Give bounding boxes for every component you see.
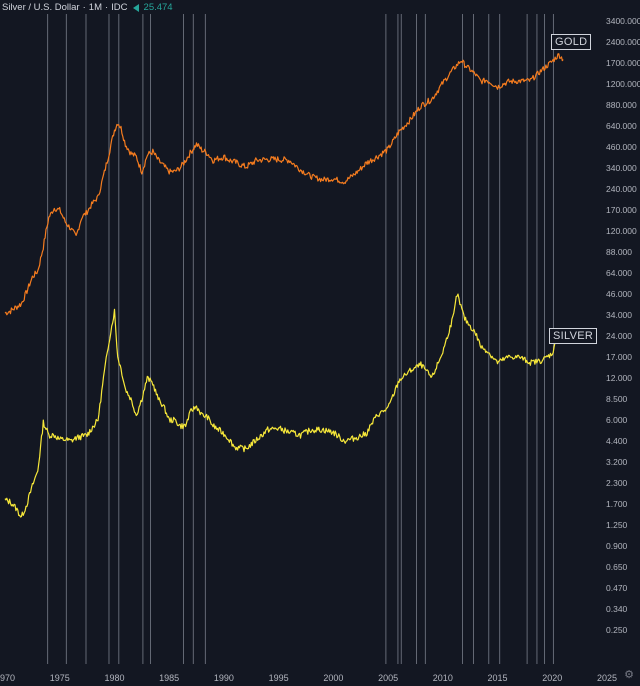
y-tick-label: 88.000 <box>606 247 632 257</box>
time-axis: 1970 1975 1980 1985 1990 1995 2000 2005 2010 2015… <box>0 673 617 683</box>
x-tick-label: 2015 <box>488 673 508 683</box>
silver-label: SILVER <box>549 328 598 344</box>
y-tick-label: 120.000 <box>606 226 637 236</box>
y-tick-label: 880.000 <box>606 100 637 110</box>
x-tick-label: 1970 <box>0 673 15 683</box>
y-tick-label: 64.000 <box>606 268 632 278</box>
y-tick-label: 1.700 <box>606 499 628 509</box>
symbol-name[interactable]: Silver / U.S. Dollar <box>2 2 80 13</box>
y-tick-label: 0.900 <box>606 541 628 551</box>
y-tick-label: 24.000 <box>606 331 632 341</box>
y-tick-label: 0.650 <box>606 562 628 572</box>
x-tick-label: 1980 <box>104 673 124 683</box>
y-tick-label: 17.000 <box>606 352 632 362</box>
price-axis: 3400.000 2400.000 1700.000 1200.000 880.000 6… <box>606 16 640 635</box>
last-price: 25.474 <box>143 2 173 13</box>
x-tick-label: 2025 <box>597 673 617 683</box>
y-tick-label: 240.000 <box>606 184 637 194</box>
y-tick-label: 640.000 <box>606 121 637 131</box>
silver-line <box>4 293 564 518</box>
y-tick-label: 2400.000 <box>606 37 640 47</box>
vertical-lines <box>47 14 554 664</box>
x-tick-label: 1995 <box>269 673 289 683</box>
x-tick-label: 2020 <box>542 673 562 683</box>
y-tick-label: 3.200 <box>606 457 628 467</box>
gold-series <box>4 53 564 316</box>
gold-label: GOLD <box>551 34 592 50</box>
y-tick-label: 6.000 <box>606 415 628 425</box>
y-tick-label: 0.340 <box>606 604 628 614</box>
x-tick-label: 2010 <box>433 673 453 683</box>
y-tick-label: 12.000 <box>606 373 632 383</box>
x-tick-label: 2005 <box>378 673 398 683</box>
y-tick-label: 460.000 <box>606 142 637 152</box>
interval-label[interactable]: 1M <box>88 2 102 13</box>
separator-dot: · <box>104 2 109 13</box>
y-tick-label: 0.250 <box>606 625 628 635</box>
y-tick-label: 34.000 <box>606 310 632 320</box>
y-tick-label: 46.000 <box>606 289 632 299</box>
y-tick-label: 3400.000 <box>606 16 640 26</box>
y-tick-label: 4.400 <box>606 436 628 446</box>
silver-series <box>4 293 564 518</box>
x-tick-label: 1985 <box>159 673 179 683</box>
separator-dot: · <box>82 2 86 13</box>
x-tick-label: 2000 <box>323 673 343 683</box>
y-tick-label: 340.000 <box>606 163 637 173</box>
y-tick-label: 1700.000 <box>606 58 640 68</box>
flag-icon <box>132 3 139 12</box>
y-tick-label: 0.470 <box>606 583 628 593</box>
chart-header: Silver / U.S. Dollar · 1M · IDC 25.474 <box>2 2 173 13</box>
y-tick-label: 170.000 <box>606 205 637 215</box>
x-tick-label: 1975 <box>50 673 70 683</box>
x-tick-label: 1990 <box>214 673 234 683</box>
y-tick-label: 1200.000 <box>606 79 640 89</box>
y-tick-label: 1.250 <box>606 520 628 530</box>
gear-icon[interactable]: ⚙ <box>624 669 634 681</box>
source-label: IDC <box>111 2 128 13</box>
y-tick-label: 2.300 <box>606 478 628 488</box>
y-tick-label: 8.500 <box>606 394 628 404</box>
gold-line <box>4 53 564 316</box>
